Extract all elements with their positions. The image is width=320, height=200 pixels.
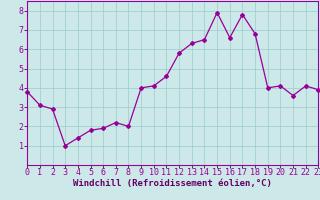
X-axis label: Windchill (Refroidissement éolien,°C): Windchill (Refroidissement éolien,°C)	[73, 179, 272, 188]
